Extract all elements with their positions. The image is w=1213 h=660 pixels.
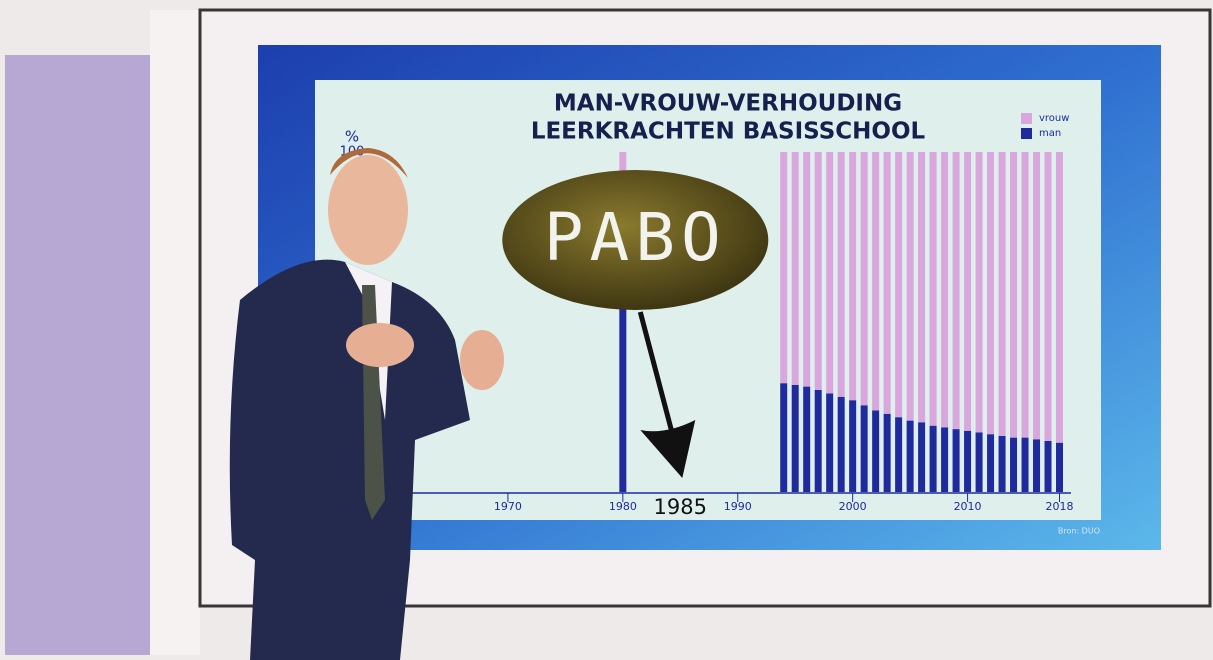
bar-segment (815, 390, 822, 492)
bar-segment (895, 152, 902, 417)
bar-segment (884, 414, 891, 492)
bar-segment (780, 152, 787, 383)
right-hand (460, 330, 504, 390)
bar-segment (976, 433, 983, 493)
bar-segment (1010, 438, 1017, 492)
bar-segment (918, 152, 925, 422)
scene: MAN-VROUW-VERHOUDINGLEERKRACHTEN BASISSC… (0, 0, 1213, 660)
bar-segment (918, 422, 925, 492)
year-label: 1985 (654, 495, 707, 519)
bar-segment (964, 152, 971, 431)
chart-title: MAN-VROUW-VERHOUDING (554, 91, 902, 117)
bar-segment (999, 436, 1006, 492)
y-axis-label: % (345, 128, 359, 146)
bar-segment (907, 421, 914, 492)
bar-segment (780, 383, 787, 492)
x-tick-label: 2000 (839, 500, 867, 513)
bar-segment (861, 405, 868, 492)
bar-segment (826, 393, 833, 492)
bar-segment (838, 397, 845, 492)
bar-segment (872, 152, 879, 410)
chart-panel (315, 80, 1101, 520)
bar-segment (792, 385, 799, 492)
brick-wall (5, 55, 150, 655)
x-tick-label: 2018 (1046, 500, 1074, 513)
bar-segment (1022, 438, 1029, 492)
legend-label: man (1039, 128, 1061, 139)
bar-segment (953, 429, 960, 492)
bar-segment (953, 152, 960, 429)
bar-segment (1033, 152, 1040, 439)
bar-segment (987, 434, 994, 492)
x-tick-label: 1990 (724, 500, 752, 513)
pillar (150, 10, 200, 655)
bar-segment (964, 431, 971, 492)
x-tick-label: 2010 (954, 500, 982, 513)
source: Bron: DUO (1058, 527, 1100, 536)
left-hand (346, 323, 414, 367)
bar-segment (1056, 152, 1063, 443)
bar-segment (838, 152, 845, 397)
legend-swatch (1021, 113, 1032, 124)
bar-segment (941, 427, 948, 492)
bar-segment (976, 152, 983, 433)
pabo-label: PABO (544, 199, 727, 276)
bar-segment (941, 152, 948, 427)
bar-segment (1010, 152, 1017, 438)
bar-segment (930, 426, 937, 492)
bar-segment (1033, 439, 1040, 492)
bar-segment (895, 417, 902, 492)
bar-segment (930, 152, 937, 426)
bar-segment (884, 152, 891, 414)
bar-segment (849, 400, 856, 492)
bar-segment (907, 152, 914, 421)
bar-segment (1045, 152, 1052, 441)
bar-segment (803, 387, 810, 492)
bar-segment (1022, 152, 1029, 438)
bar-segment (849, 152, 856, 400)
bar-segment (815, 152, 822, 390)
legend-swatch (1021, 128, 1032, 139)
bar-segment (1045, 441, 1052, 492)
bar-segment (619, 308, 626, 492)
bar-segment (792, 152, 799, 385)
head (328, 155, 408, 265)
bar-segment (872, 410, 879, 492)
bar-segment (999, 152, 1006, 436)
bar-segment (987, 152, 994, 434)
chart-title: LEERKRACHTEN BASISSCHOOL (531, 119, 926, 145)
bar-segment (803, 152, 810, 387)
bar-segment (1056, 443, 1063, 492)
legend-label: vrouw (1039, 113, 1069, 124)
bar-segment (861, 152, 868, 405)
x-tick-label: 1980 (609, 500, 637, 513)
bar-segment (826, 152, 833, 393)
page: {"chart_data": { "type": "bar", "stacked… (0, 0, 1213, 660)
x-tick-label: 1970 (494, 500, 522, 513)
